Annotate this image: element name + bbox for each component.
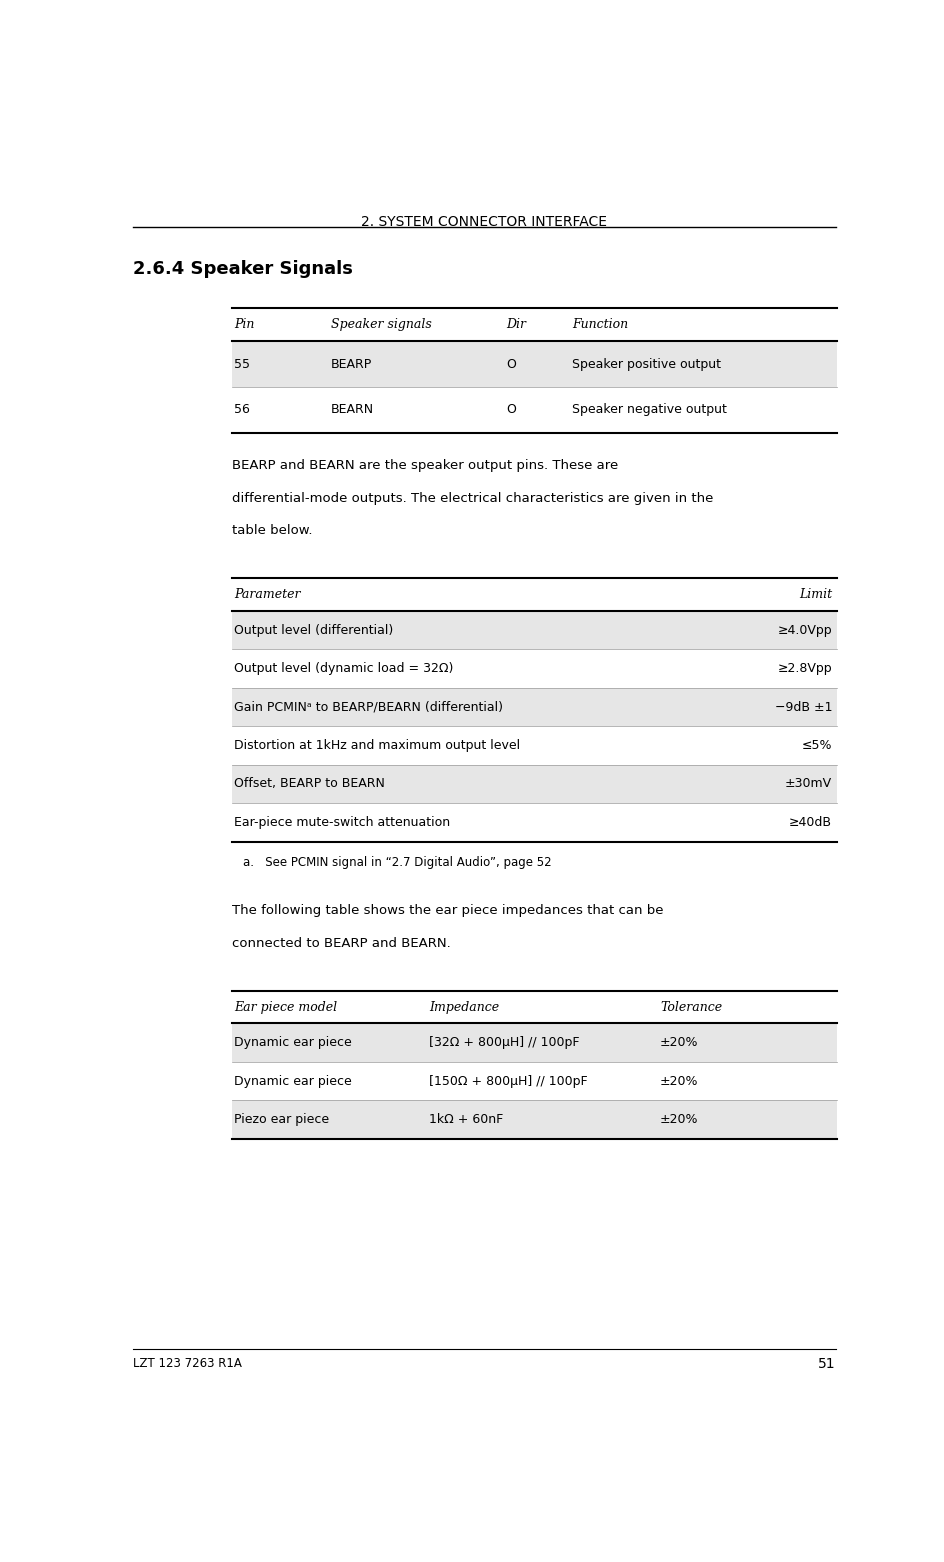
Text: Output level (differential): Output level (differential) bbox=[233, 623, 393, 637]
Bar bbox=[231, 650, 836, 687]
Text: Tolerance: Tolerance bbox=[659, 1001, 721, 1014]
Text: 51: 51 bbox=[818, 1356, 834, 1370]
Text: Distortion at 1kHz and maximum output level: Distortion at 1kHz and maximum output le… bbox=[233, 739, 519, 751]
Text: Impedance: Impedance bbox=[429, 1001, 499, 1014]
Bar bbox=[231, 578, 836, 611]
Text: O: O bbox=[506, 403, 515, 417]
Bar bbox=[231, 1100, 836, 1139]
Text: 2.6.4 Speaker Signals: 2.6.4 Speaker Signals bbox=[132, 259, 352, 278]
Text: Limit: Limit bbox=[799, 587, 832, 601]
Text: ≥2.8Vpp: ≥2.8Vpp bbox=[777, 662, 832, 675]
Text: Speaker negative output: Speaker negative output bbox=[571, 403, 726, 417]
Bar bbox=[231, 687, 836, 726]
Text: Function: Function bbox=[571, 319, 628, 331]
Bar bbox=[231, 342, 836, 387]
Text: Speaker positive output: Speaker positive output bbox=[571, 358, 720, 370]
Text: Ear piece model: Ear piece model bbox=[233, 1001, 337, 1014]
Text: Dynamic ear piece: Dynamic ear piece bbox=[233, 1036, 351, 1050]
Text: ±20%: ±20% bbox=[659, 1114, 698, 1126]
Bar bbox=[231, 308, 836, 342]
Text: [150Ω + 800μH] // 100pF: [150Ω + 800μH] // 100pF bbox=[429, 1075, 587, 1087]
Text: Piezo ear piece: Piezo ear piece bbox=[233, 1114, 329, 1126]
Text: −9dB ±1: −9dB ±1 bbox=[774, 700, 832, 714]
Text: differential-mode outputs. The electrical characteristics are given in the: differential-mode outputs. The electrica… bbox=[231, 492, 713, 505]
Text: BEARN: BEARN bbox=[330, 403, 373, 417]
Bar bbox=[231, 803, 836, 842]
Text: Ear-piece mute-switch attenuation: Ear-piece mute-switch attenuation bbox=[233, 815, 449, 829]
Text: ≥4.0Vpp: ≥4.0Vpp bbox=[777, 623, 832, 637]
Text: ≤5%: ≤5% bbox=[801, 739, 832, 751]
Text: [32Ω + 800μH] // 100pF: [32Ω + 800μH] // 100pF bbox=[429, 1036, 580, 1050]
Text: Dynamic ear piece: Dynamic ear piece bbox=[233, 1075, 351, 1087]
Text: Parameter: Parameter bbox=[233, 587, 300, 601]
Bar bbox=[231, 1023, 836, 1062]
Text: 2. SYSTEM CONNECTOR INTERFACE: 2. SYSTEM CONNECTOR INTERFACE bbox=[361, 216, 607, 230]
Bar bbox=[231, 726, 836, 765]
Text: ±30mV: ±30mV bbox=[784, 778, 832, 790]
Text: BEARP and BEARN are the speaker output pins. These are: BEARP and BEARN are the speaker output p… bbox=[231, 459, 617, 472]
Text: 1kΩ + 60nF: 1kΩ + 60nF bbox=[429, 1114, 503, 1126]
Bar bbox=[231, 1062, 836, 1100]
Text: BEARP: BEARP bbox=[330, 358, 371, 370]
Text: LZT 123 7263 R1A: LZT 123 7263 R1A bbox=[132, 1356, 242, 1370]
Text: The following table shows the ear piece impedances that can be: The following table shows the ear piece … bbox=[231, 904, 663, 917]
Text: 56: 56 bbox=[233, 403, 249, 417]
Text: Offset, BEARP to BEARN: Offset, BEARP to BEARN bbox=[233, 778, 384, 790]
Text: table below.: table below. bbox=[231, 525, 312, 537]
Text: Dir: Dir bbox=[506, 319, 526, 331]
Text: ±20%: ±20% bbox=[659, 1075, 698, 1087]
Text: Gain PCMINᵃ to BEARP/BEARN (differential): Gain PCMINᵃ to BEARP/BEARN (differential… bbox=[233, 700, 502, 714]
Text: Speaker signals: Speaker signals bbox=[330, 319, 430, 331]
Text: a.   See PCMIN signal in “2.7 Digital Audio”, page 52: a. See PCMIN signal in “2.7 Digital Audi… bbox=[243, 856, 550, 868]
Bar bbox=[231, 990, 836, 1023]
Text: connected to BEARP and BEARN.: connected to BEARP and BEARN. bbox=[231, 937, 450, 950]
Text: ≥40dB: ≥40dB bbox=[788, 815, 832, 829]
Text: Output level (dynamic load = 32Ω): Output level (dynamic load = 32Ω) bbox=[233, 662, 453, 675]
Bar bbox=[231, 387, 836, 433]
Text: 55: 55 bbox=[233, 358, 249, 370]
Text: O: O bbox=[506, 358, 515, 370]
Text: ±20%: ±20% bbox=[659, 1036, 698, 1050]
Text: Pin: Pin bbox=[233, 319, 254, 331]
Bar bbox=[231, 611, 836, 650]
Bar bbox=[231, 765, 836, 803]
